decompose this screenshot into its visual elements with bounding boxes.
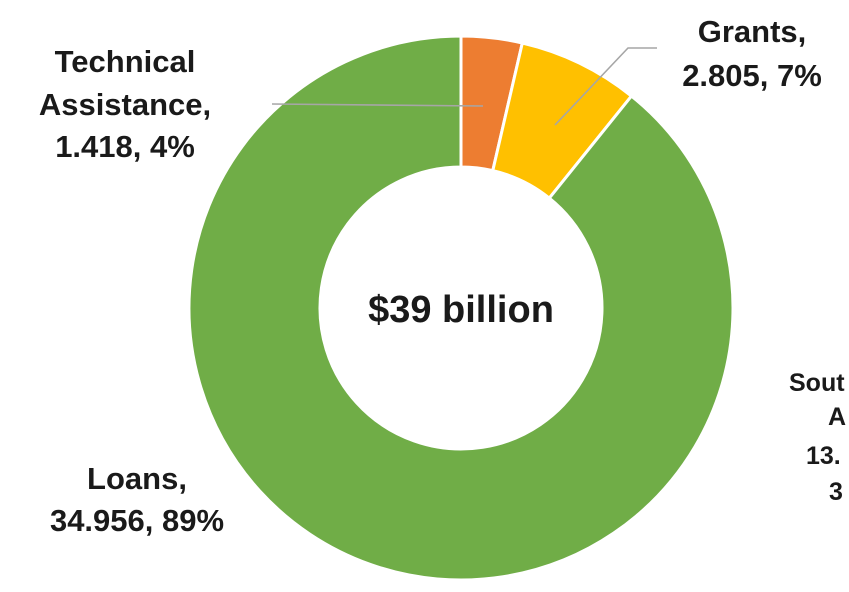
cut-off-label-line-1: Sout [789, 369, 845, 397]
leader-line-technical-assistance [271, 103, 484, 107]
slice-label-technical-assistance-name-2: Assistance, [39, 87, 211, 122]
slice-label-technical-assistance-name: Technical [55, 44, 196, 79]
slice-label-loans-value: 34.956, 89% [50, 503, 224, 538]
slice-label-technical-assistance-value: 1.418, 4% [55, 129, 195, 164]
slice-loans [187, 34, 735, 582]
slice-label-grants-name: Grants, [698, 14, 807, 49]
cut-off-label-line-2: A [828, 403, 846, 431]
center-total-label: $39 billion [368, 289, 554, 331]
leader-line-grants [554, 47, 657, 126]
cut-off-label-line-3: 13. [806, 442, 841, 470]
slice-label-loans-name: Loans, [87, 461, 187, 496]
slice-label-grants-value: 2.805, 7% [682, 58, 822, 93]
cut-off-label-line-4: 3 [829, 478, 843, 506]
